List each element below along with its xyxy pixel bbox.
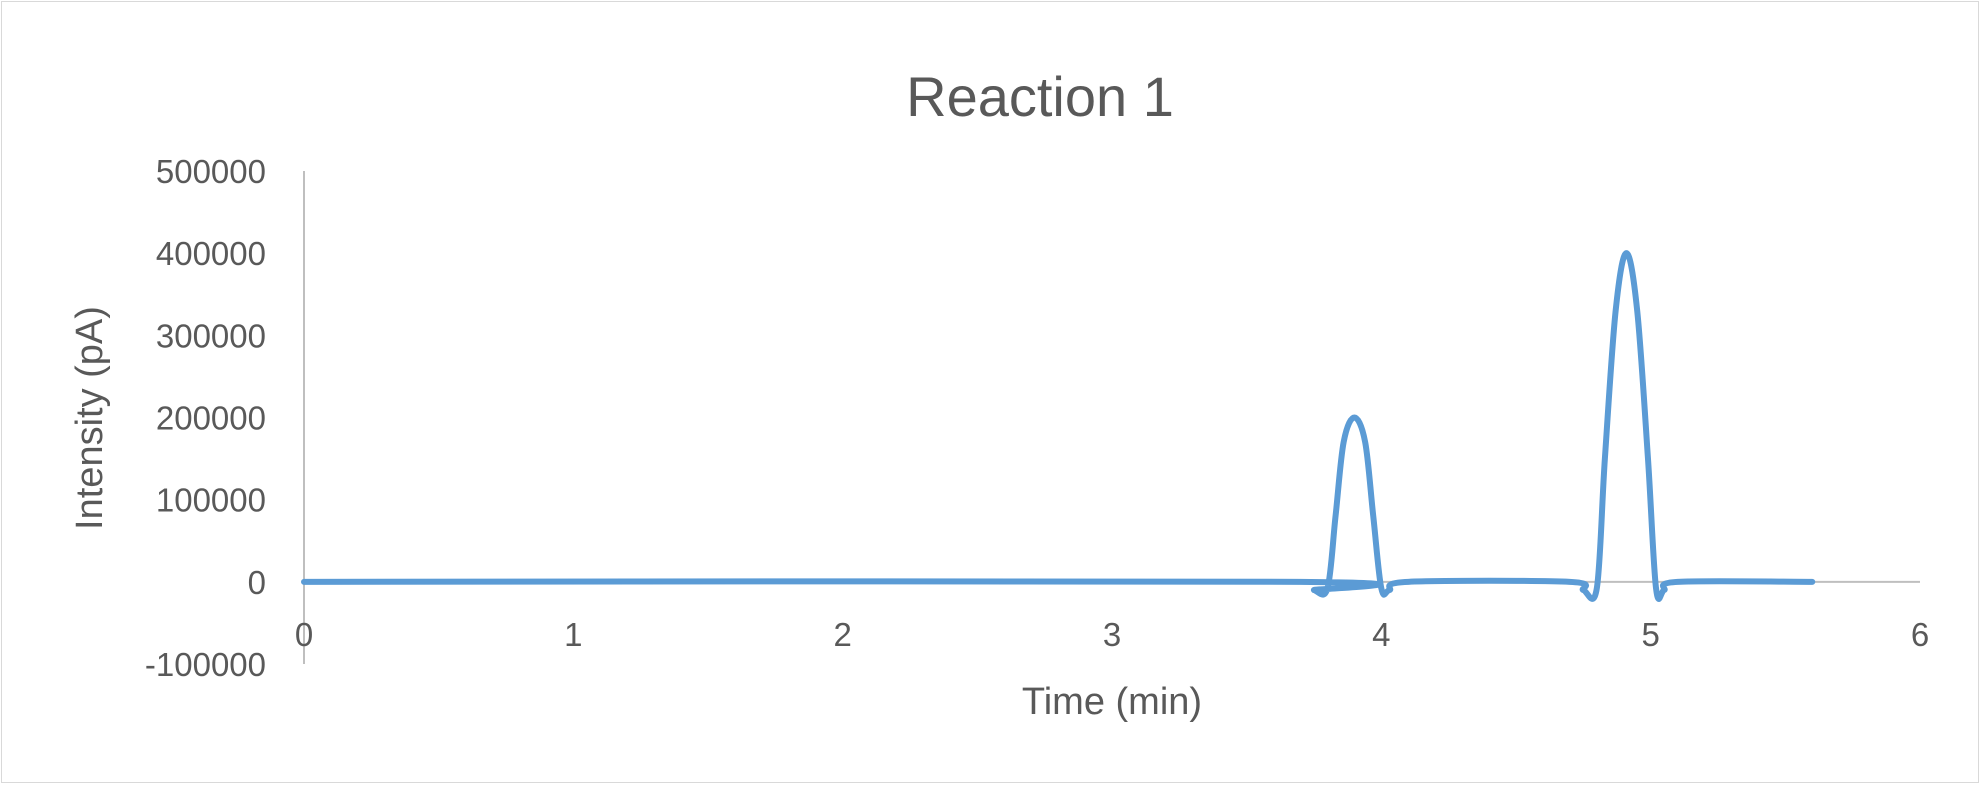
x-axis-title: Time (min) bbox=[1022, 681, 1202, 723]
x-tick-label: 1 bbox=[564, 616, 582, 653]
y-tick-labels: -100000 0 100000 200000 300000 400000 500000 bbox=[145, 153, 266, 683]
x-tick-labels: 0 1 2 3 4 5 6 bbox=[295, 616, 1929, 653]
y-tick-label: 500000 bbox=[156, 153, 266, 190]
x-tick-label: 3 bbox=[1103, 616, 1121, 653]
y-tick-label: 200000 bbox=[156, 400, 266, 437]
y-tick-label: 0 bbox=[248, 564, 266, 601]
x-tick-label: 4 bbox=[1372, 616, 1390, 653]
y-tick-label: 300000 bbox=[156, 317, 266, 354]
chart-title: Reaction 1 bbox=[906, 65, 1174, 128]
x-tick-label: 0 bbox=[295, 616, 313, 653]
y-axis-title: Intensity (pA) bbox=[69, 306, 111, 530]
y-tick-label: 400000 bbox=[156, 235, 266, 272]
x-tick-label: 2 bbox=[833, 616, 851, 653]
x-tick-label: 6 bbox=[1911, 616, 1929, 653]
series-line bbox=[301, 250, 1816, 602]
y-tick-label: 100000 bbox=[156, 482, 266, 519]
x-tick-label: 5 bbox=[1641, 616, 1659, 653]
y-tick-label: -100000 bbox=[145, 646, 266, 683]
